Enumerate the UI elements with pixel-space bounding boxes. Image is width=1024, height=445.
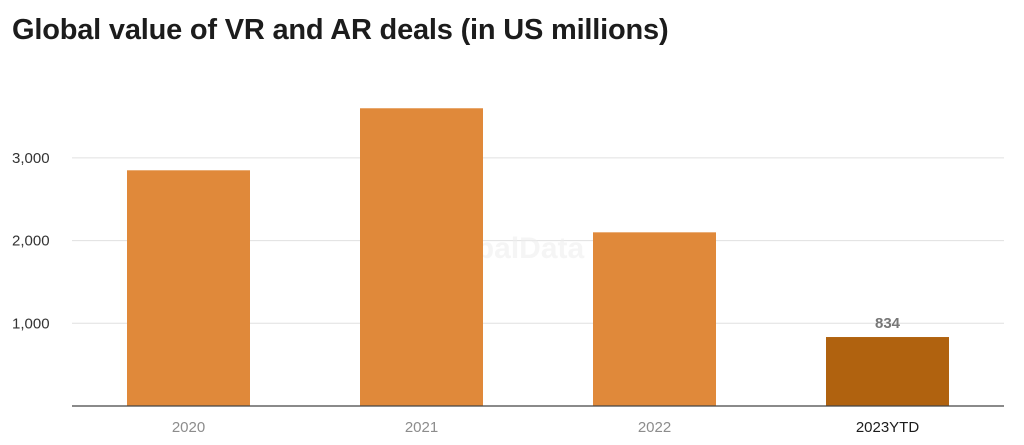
- data-label: 834: [875, 315, 901, 332]
- bar-2021: [360, 108, 483, 407]
- y-tick-label: 1,000: [12, 315, 50, 332]
- y-tick-label: 3,000: [12, 150, 50, 167]
- x-tick-label: 2022: [638, 419, 671, 436]
- y-tick-label: 2,000: [12, 233, 50, 250]
- bar-2020: [127, 170, 250, 406]
- x-tick-label: 2023YTD: [856, 419, 920, 436]
- labels: 1,000 2,000 3,000 2020 2021 2022 2023YTD 834: [12, 150, 919, 436]
- bar-2022: [593, 232, 716, 406]
- x-tick-label: 2020: [172, 419, 205, 436]
- bar-2023ytd: [826, 337, 949, 406]
- x-tick-label: 2021: [405, 419, 438, 436]
- bars: [127, 108, 949, 407]
- chart-title: Global value of VR and AR deals (in US m…: [12, 14, 669, 46]
